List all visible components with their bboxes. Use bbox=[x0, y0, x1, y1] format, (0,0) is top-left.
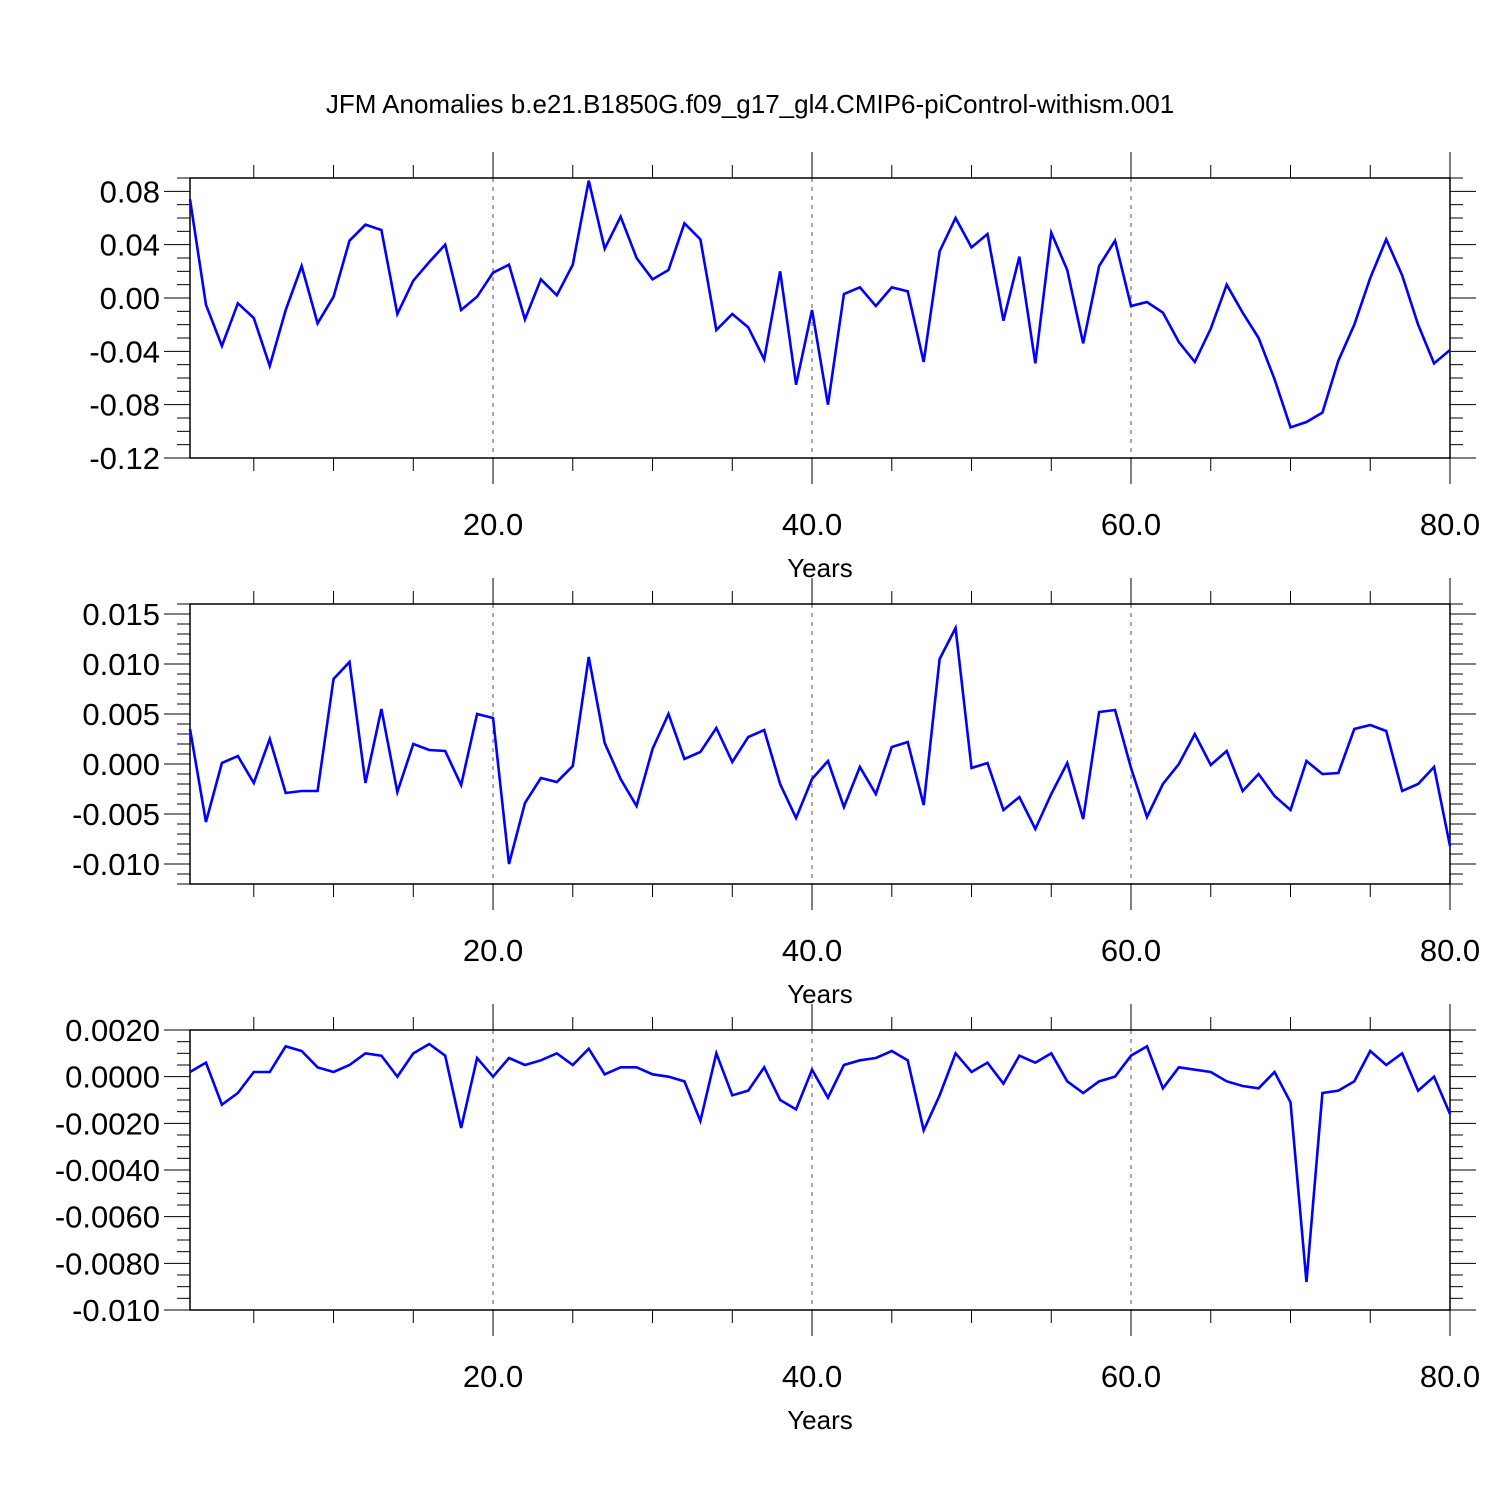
x-tick-label: 40.0 bbox=[782, 1359, 842, 1394]
y-tick-label: -0.0060 bbox=[55, 1200, 160, 1235]
x-tick-label: 20.0 bbox=[463, 933, 523, 968]
y-tick-label: 0.015 bbox=[82, 597, 160, 632]
y-tick-label: -0.04 bbox=[89, 334, 160, 369]
y-tick-label: -0.010 bbox=[72, 1293, 160, 1328]
x-tick-label: 60.0 bbox=[1101, 507, 1161, 542]
y-tick-label: 0.0020 bbox=[65, 1013, 160, 1048]
x-axis-label: Years bbox=[787, 553, 853, 583]
y-tick-label: -0.0040 bbox=[55, 1153, 160, 1188]
y-tick-label: -0.010 bbox=[72, 847, 160, 882]
x-axis-label: Years bbox=[787, 1405, 853, 1435]
x-tick-label: 80.0 bbox=[1420, 1359, 1480, 1394]
x-tick-label: 40.0 bbox=[782, 507, 842, 542]
y-tick-label: 0.005 bbox=[82, 697, 160, 732]
y-tick-label: 0.010 bbox=[82, 647, 160, 682]
x-axis-label: Years bbox=[787, 979, 853, 1009]
x-tick-label: 80.0 bbox=[1420, 933, 1480, 968]
y-tick-label: -0.0020 bbox=[55, 1106, 160, 1141]
chart-panel-3: -0.010 -0.0080 -0.0060 -0.0040 -0.0020 0.0000… bbox=[55, 1004, 1480, 1435]
series-line-1 bbox=[188, 180, 1451, 429]
x-tick-label: 40.0 bbox=[782, 933, 842, 968]
y-tick-label: 0.000 bbox=[82, 747, 160, 782]
y-tick-label: 0.00 bbox=[100, 281, 160, 316]
y-tick-label: -0.08 bbox=[89, 388, 160, 423]
chart-panel-1: -0.12 -0.08 -0.04 0.00 0.04 0.08 20.0 40.0 60.0 8… bbox=[16, 152, 1480, 583]
x-tick-label: 80.0 bbox=[1420, 507, 1480, 542]
x-tick-label: 20.0 bbox=[463, 1359, 523, 1394]
y-tick-label: -0.005 bbox=[72, 797, 160, 832]
y-axis-label: Beau Ice Volume 1013 m3 bbox=[16, 179, 46, 457]
series-line-1 bbox=[189, 1042, 1452, 1283]
x-tick-label: 20.0 bbox=[463, 507, 523, 542]
y-tick-label: -0.0080 bbox=[55, 1246, 160, 1281]
panels: -0.12 -0.08 -0.04 0.00 0.04 0.08 20.0 40.0 60.0 8… bbox=[0, 152, 1480, 1435]
y-tick-label: -0.12 bbox=[89, 441, 160, 476]
x-tick-label: 60.0 bbox=[1101, 933, 1161, 968]
chart-panel-2: -0.010 -0.005 0.000 0.005 0.010 0.015 20.0 40.0… bbox=[0, 578, 1480, 1009]
x-tick-label: 60.0 bbox=[1101, 1359, 1161, 1394]
y-tick-label: 0.08 bbox=[100, 174, 160, 209]
plot-frame bbox=[189, 177, 1451, 459]
figure-title: JFM Anomalies b.e21.B1850G.f09_g17_gl4.C… bbox=[326, 89, 1174, 119]
y-tick-label: 0.0000 bbox=[65, 1060, 160, 1095]
series-line-1 bbox=[188, 623, 1452, 865]
y-tick-label: 0.04 bbox=[100, 228, 160, 263]
y-axis-label: Beau Snow Volume 1013 m3 bbox=[0, 590, 26, 898]
